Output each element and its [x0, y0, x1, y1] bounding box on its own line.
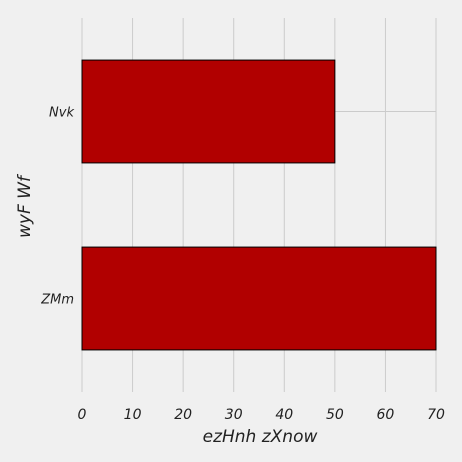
x-tick-label: 0	[78, 407, 87, 423]
bars	[82, 60, 436, 350]
x-tick-label: 40	[275, 407, 293, 423]
category-labels: Nvk ZMm	[40, 106, 74, 308]
category-label: Nvk	[49, 106, 74, 121]
bar-zmm	[82, 247, 436, 350]
bar-nvk	[82, 60, 335, 163]
x-tick-label: 20	[174, 407, 192, 423]
x-axis-title: ezHnh zXnow	[203, 427, 318, 447]
x-tick-labels: 0 10 20 30 40 50 60 70	[78, 407, 445, 423]
y-axis-title: wyF Wf	[15, 173, 35, 238]
x-tick-label: 30	[225, 407, 243, 423]
x-tick-label: 50	[326, 407, 344, 423]
x-tick-label: 70	[427, 407, 445, 423]
x-tick-label: 10	[124, 407, 142, 423]
x-tick-label: 60	[377, 407, 395, 423]
category-label: ZMm	[40, 293, 74, 308]
